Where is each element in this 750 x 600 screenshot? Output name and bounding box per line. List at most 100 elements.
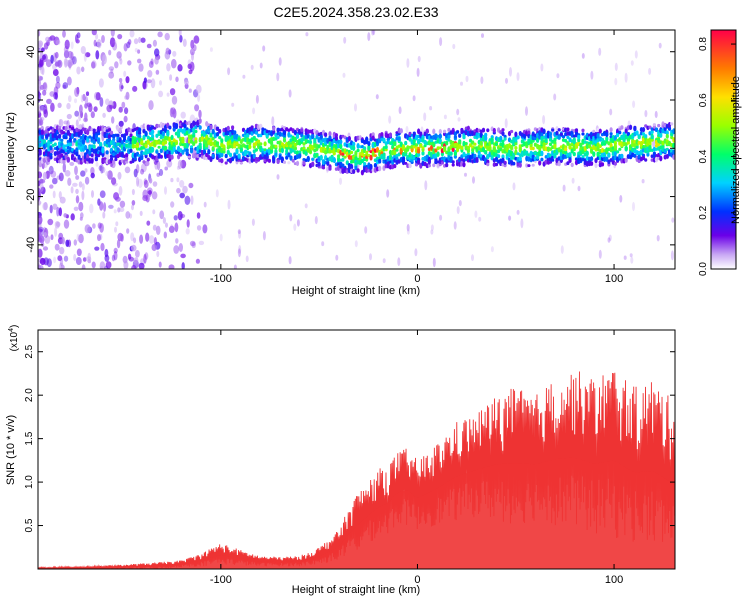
spectrogram-noise-cell xyxy=(67,76,72,86)
spectrogram-band-cell xyxy=(356,148,360,153)
spectrogram-noise-cell xyxy=(94,92,99,101)
spectrogram-noise-cell xyxy=(42,89,47,96)
spectrogram-noise-cell xyxy=(109,37,116,48)
spectrogram-band-cell xyxy=(365,150,369,155)
spectrogram-band-cell xyxy=(665,133,669,139)
spectrogram-band-cell xyxy=(319,134,323,139)
spectrogram-noise-cell xyxy=(458,200,462,207)
spectrogram-band-cell xyxy=(272,157,276,162)
spectrogram-band-cell xyxy=(626,132,631,135)
spectrogram-noise-cell xyxy=(252,107,256,115)
spectrogram-band-cell xyxy=(317,144,321,149)
spectrogram-band-cell xyxy=(313,148,317,153)
spectrogram-band-cell xyxy=(151,146,155,153)
spectrogram-band-cell xyxy=(594,158,598,164)
x-tick-label: 0 xyxy=(414,273,420,285)
spectrogram-band-cell xyxy=(456,146,460,153)
spectrogram-noise-cell xyxy=(168,264,175,269)
spectrogram-band-cell xyxy=(341,157,345,162)
spectrogram-band-cell xyxy=(354,150,358,156)
spectrogram-band-cell xyxy=(371,135,375,141)
spectrogram-band-cell xyxy=(177,133,181,138)
spectrogram-band-cell xyxy=(510,144,514,151)
spectrogram-noise-cell xyxy=(152,209,156,215)
spectrogram-band-cell xyxy=(226,149,230,155)
spectrogram-noise-cell xyxy=(179,180,185,188)
spectrogram-band-cell xyxy=(339,143,343,150)
spectrogram-band-cell xyxy=(451,160,455,164)
spectrogram-noise-cell xyxy=(250,64,254,70)
spectrogram-band-cell xyxy=(378,139,382,144)
spectrogram-noise-cell xyxy=(540,63,544,72)
spectrogram-noise-cell xyxy=(453,221,457,230)
spectrogram-band-cell xyxy=(551,128,555,132)
spectrogram-band-cell xyxy=(518,147,522,151)
spectrogram-band-cell xyxy=(613,147,618,151)
spectrogram-noise-cell xyxy=(148,100,154,111)
spectrogram-noise-cell xyxy=(62,82,69,89)
spectrogram-band-cell xyxy=(451,147,455,152)
spectrogram-band-cell xyxy=(587,144,592,149)
spectrogram-band-cell xyxy=(574,145,579,149)
spectrogram-noise-cell xyxy=(671,217,675,223)
spectrogram-band-cell xyxy=(620,153,624,159)
spectrogram-band-cell xyxy=(62,160,66,165)
spectrogram-band-cell xyxy=(179,152,183,157)
spectrogram-noise-cell xyxy=(108,204,114,209)
spectrogram-noise-cell xyxy=(84,168,88,173)
spectrogram-noise-cell xyxy=(397,257,401,266)
spectrogram-band-cell xyxy=(64,136,68,140)
spectrogram-noise-cell xyxy=(118,106,123,113)
spectrogram-noise-cell xyxy=(614,62,618,71)
spectrogram-noise-cell xyxy=(439,37,443,47)
spectrogram-band-cell xyxy=(354,165,358,171)
spectrogram-band-cell xyxy=(282,130,287,135)
spectrogram-noise-cell xyxy=(53,92,58,100)
spectrogram-band-cell xyxy=(62,131,66,135)
spectrogram-noise-cell xyxy=(100,242,105,252)
colorbar-tick-label: 0.0 xyxy=(698,262,709,276)
spectrogram-band-cell xyxy=(503,137,507,141)
spectrogram-noise-cell xyxy=(81,66,85,73)
spectrogram-noise-cell xyxy=(79,104,83,114)
spectrogram-band-cell xyxy=(551,158,555,162)
spectrogram-noise-cell xyxy=(124,107,129,115)
spectrogram-noise-cell xyxy=(91,261,96,269)
spectrogram-band-cell xyxy=(263,141,267,147)
snr-panel: -100 0 100 0.5 1.0 1.5 2.0 2.5 Height of straig… xyxy=(5,325,676,596)
spectrogram-noise-cell xyxy=(38,57,45,68)
spectrogram-band-cell xyxy=(473,153,477,159)
spectrogram-band-cell xyxy=(536,137,540,142)
spectrogram-band-cell xyxy=(352,141,356,147)
spectrogram-noise-cell xyxy=(189,240,196,247)
spectrogram-band-cell xyxy=(650,138,654,142)
spectrogram-band-cell xyxy=(672,154,675,160)
spectrogram-noise-cell xyxy=(40,186,46,195)
spectrogram-band-cell xyxy=(590,161,594,166)
spectrogram-noise-cell xyxy=(372,30,376,36)
spectrogram-noise-cell xyxy=(386,189,390,198)
spectrogram-band-cell xyxy=(471,148,475,153)
spectrogram-noise-cell xyxy=(641,179,645,184)
spectrogram-band-cell xyxy=(274,144,278,148)
spectrogram-noise-cell xyxy=(61,236,65,245)
spectrogram-noise-cell xyxy=(90,111,95,119)
spectrogram-band-cell xyxy=(659,132,663,138)
spectrogram-band-cell xyxy=(438,133,442,139)
spectrogram-band-cell xyxy=(609,127,613,133)
spectrogram-noise-cell xyxy=(58,207,62,217)
spectrogram-band-cell xyxy=(386,137,390,142)
spectrogram-band-cell xyxy=(624,157,628,163)
spectrogram-band-cell xyxy=(637,135,641,140)
spectrogram-band-cell xyxy=(293,147,297,151)
spectrogram-noise-cell xyxy=(104,254,110,262)
spectrogram-band-cell xyxy=(501,139,505,143)
spectrogram-noise-cell xyxy=(143,77,147,84)
spectrogram-band-cell xyxy=(395,156,399,161)
spectrogram-noise-cell xyxy=(142,189,148,199)
spectrogram-noise-cell xyxy=(138,36,142,44)
spectrogram-noise-cell xyxy=(632,201,635,212)
spectrogram-band-cell xyxy=(417,159,421,165)
spectrogram-noise-cell xyxy=(52,177,58,185)
spectrogram-band-cell xyxy=(568,152,572,158)
